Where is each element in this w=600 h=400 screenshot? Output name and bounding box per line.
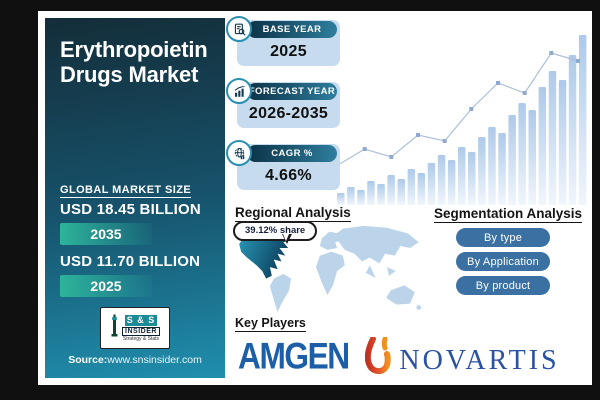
sns-logo-tagline: Strategy & Stats	[122, 335, 160, 342]
source-label: Source:	[68, 354, 108, 366]
novartis-logo: NOVARTIS	[365, 337, 559, 375]
bar-chart-icon	[226, 78, 252, 104]
amgen-logo: AMGEN	[238, 334, 350, 377]
key-players-logos: AMGEN NOVARTIS	[238, 334, 560, 377]
year-badge-2025: 2025	[60, 275, 152, 297]
stat-value: 4.66%	[265, 167, 312, 184]
novartis-flame-icon	[365, 337, 392, 375]
stat-card-cagr: CAGR % 4.66%	[226, 140, 340, 190]
key-players-heading: Key Players	[235, 316, 306, 332]
stat-label: BASE YEAR	[247, 21, 337, 38]
infographic-card: Erythropoietin Drugs Market GLOBAL MARKE…	[38, 11, 592, 385]
market-value-2035: USD 18.45 BILLION	[60, 201, 201, 218]
document-search-icon	[226, 16, 252, 42]
sns-logo-ss: S & S	[124, 314, 158, 326]
segment-pill-by-product[interactable]: By product	[456, 276, 550, 295]
market-value-2025: USD 11.70 BILLION	[60, 253, 201, 270]
stat-card-base-year: BASE YEAR 2025	[226, 16, 340, 66]
stat-label: FORECAST YEAR	[247, 83, 337, 100]
year-badge-2035: 2035	[60, 223, 152, 245]
sns-logo-insider: INSIDER	[122, 326, 160, 336]
segment-pill-by-application[interactable]: By Application	[456, 252, 550, 271]
regional-analysis-heading: Regional Analysis	[235, 205, 351, 222]
stat-value: 2026-2035	[248, 105, 329, 122]
sns-insider-logo: S & S INSIDER Strategy & Stats	[100, 307, 170, 349]
stat-label: CAGR %	[247, 145, 337, 162]
page-title: Erythropoietin Drugs Market	[60, 37, 208, 87]
novartis-wordmark: NOVARTIS	[399, 345, 560, 376]
source-line: Source:www.snsinsider.com	[45, 354, 225, 366]
growth-chart-graphic	[336, 35, 587, 205]
lighthouse-icon	[110, 314, 119, 343]
regional-share-callout: 39.12% share	[233, 221, 318, 244]
stat-value: 2025	[270, 43, 307, 60]
world-map-graphic	[228, 223, 428, 319]
source-url[interactable]: www.snsinsider.com	[107, 354, 202, 366]
north-america-region	[239, 229, 292, 279]
segmentation-analysis-heading: Segmentation Analysis	[434, 206, 583, 223]
left-panel: Erythropoietin Drugs Market GLOBAL MARKE…	[45, 18, 225, 378]
global-market-size-label: GLOBAL MARKET SIZE	[60, 184, 192, 198]
segment-pill-by-type[interactable]: By type	[456, 228, 550, 247]
stat-card-forecast-year: FORECAST YEAR 2026-2035	[226, 78, 340, 128]
segmentation-pills: By type By Application By product	[456, 228, 550, 295]
globe-stats-icon	[226, 140, 252, 166]
sns-logo-text: S & S INSIDER Strategy & Stats	[122, 314, 160, 342]
